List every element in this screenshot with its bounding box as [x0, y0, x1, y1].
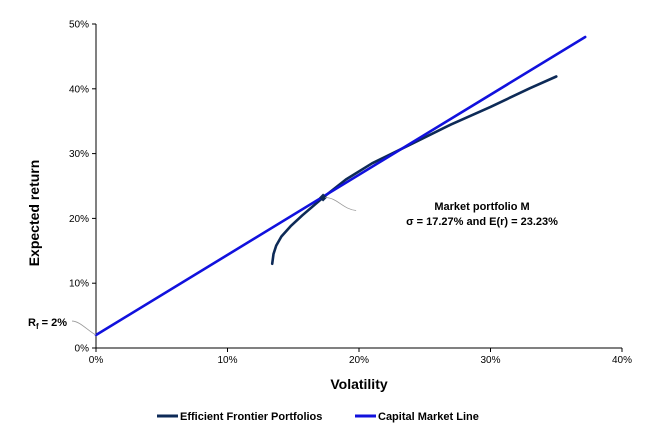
x-axis-title: Volatility [330, 376, 388, 392]
x-tick-label: 20% [349, 355, 369, 366]
y-tick-label: 50% [69, 20, 89, 31]
x-tick-label: 30% [480, 355, 500, 366]
market-leader-line [325, 197, 357, 211]
rf-leader-line [71, 320, 97, 336]
series-layer [94, 35, 587, 337]
x-tick-label: 10% [217, 355, 237, 366]
x-tick-label: 0% [89, 355, 104, 366]
y-ticks: 0% 10% 20% 30% 40% 50% [69, 20, 96, 355]
y-tick-label: 0% [75, 344, 90, 355]
efficient-frontier-line [270, 75, 558, 266]
y-tick-label: 40% [69, 84, 89, 95]
legend-label-efficient-frontier: Efficient Frontier Portfolios [180, 411, 322, 423]
capital-market-line [94, 35, 587, 337]
y-axis-title: Expected return [26, 160, 42, 267]
legend-label-capital-market-line: Capital Market Line [378, 411, 479, 423]
market-portfolio-title: Market portfolio M [434, 201, 529, 213]
market-portfolio-detail: σ = 17.27% and E(r) = 23.23% [406, 216, 558, 228]
rf-label-sub: f [36, 322, 39, 331]
market-portfolio-marker [319, 193, 328, 202]
rf-label-tail: = 2% [39, 317, 68, 329]
legend: Efficient Frontier Portfolios Capital Ma… [157, 411, 479, 423]
y-tick-label: 20% [69, 214, 89, 225]
rf-label: Rf = 2% [28, 317, 67, 331]
y-tick-label: 30% [69, 149, 89, 160]
x-ticks: 0% 10% 20% 30% 40% [89, 348, 632, 366]
y-tick-label: 10% [69, 279, 89, 290]
x-tick-label: 40% [612, 355, 632, 366]
rf-label-main: R [28, 317, 36, 329]
